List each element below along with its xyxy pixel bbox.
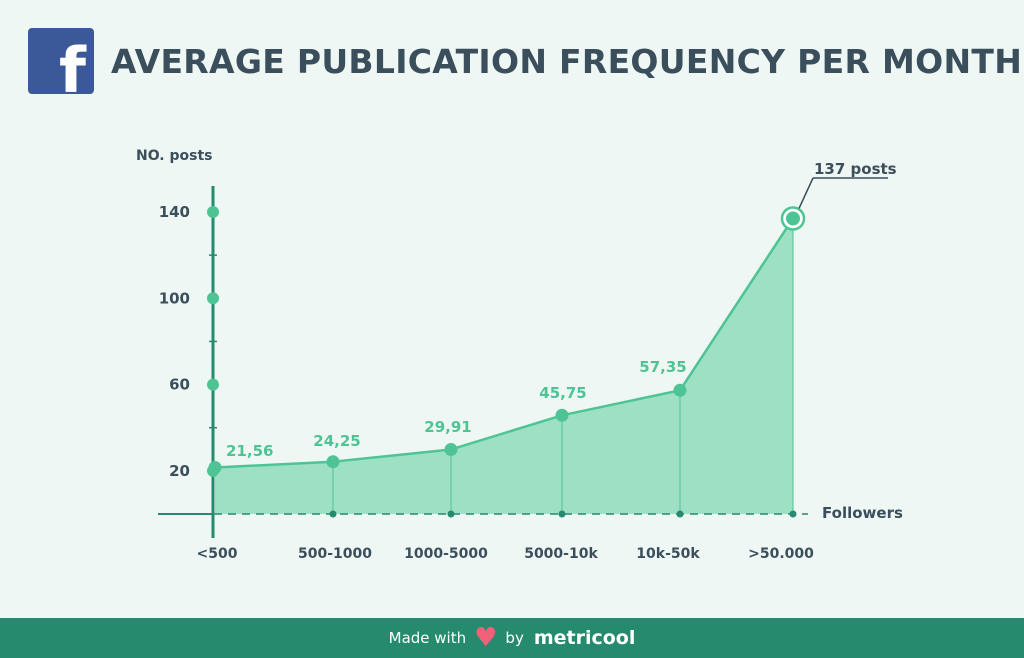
y-tick-dot	[207, 378, 219, 391]
area-fill	[215, 218, 793, 514]
x-tick-dot	[329, 510, 337, 518]
data-label: 45,75	[539, 384, 586, 402]
facebook-logo-icon: f	[28, 28, 94, 94]
made-with-text: Made with	[388, 629, 467, 647]
data-point	[444, 442, 458, 456]
x-axis-title: Followers	[822, 504, 903, 522]
brand-logo: metricool	[533, 627, 636, 649]
data-label: 24,25	[313, 432, 360, 450]
x-tick-dot	[789, 510, 797, 518]
by-text: by	[505, 629, 524, 647]
data-point	[673, 383, 687, 397]
data-label: 21,56	[226, 442, 273, 460]
x-tick-label: 10k-50k	[636, 546, 700, 562]
facebook-logo-letter: f	[59, 34, 86, 95]
series-line	[214, 217, 795, 469]
y-tick-label: 60	[169, 376, 190, 394]
callout-leader	[798, 177, 814, 209]
y-tick-label: 140	[159, 203, 190, 221]
x-tick-label: 5000-10k	[524, 546, 598, 562]
chart-title: AVERAGE PUBLICATION FREQUENCY PER MONTH	[111, 41, 1023, 81]
data-label: 57,35	[639, 358, 686, 376]
footer-bar: Made with ♥ by metricool	[0, 618, 1024, 658]
data-point	[326, 455, 340, 469]
y-axis-title: NO. posts	[136, 148, 213, 164]
data-point	[208, 460, 222, 474]
x-tick-dot	[447, 510, 455, 518]
data-point	[555, 408, 569, 422]
y-tick-label: 20	[169, 462, 190, 480]
data-label: 29,91	[424, 418, 471, 436]
y-tick-dot	[207, 292, 219, 305]
area-chart: 20 60 100 140 21,56 24,25 29,91 45,75 57,35 137 p…	[136, 148, 903, 562]
x-tick-label: 500-1000	[298, 546, 372, 562]
x-tick-label: >50.000	[748, 546, 814, 562]
y-tick-dot	[207, 206, 219, 218]
x-tick-label: 1000-5000	[404, 546, 488, 562]
y-tick-label: 100	[159, 289, 190, 307]
x-tick-dot	[676, 510, 684, 518]
data-point	[786, 211, 800, 226]
x-tick-label: <500	[197, 546, 238, 562]
heart-icon: ♥	[474, 623, 498, 653]
chart-header: f AVERAGE PUBLICATION FREQUENCY PER MONT…	[28, 28, 1022, 94]
x-tick-dot	[558, 510, 566, 518]
callout-label: 137 posts	[814, 160, 897, 178]
